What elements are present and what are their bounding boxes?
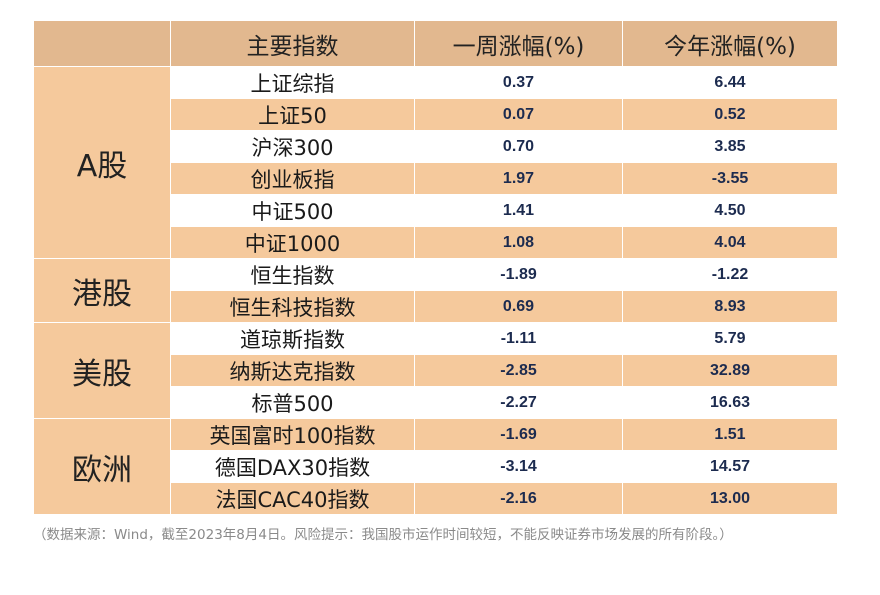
weekly-change-cell: 0.70 <box>414 130 623 163</box>
index-name-cell: 纳斯达克指数 <box>170 354 415 387</box>
weekly-change-cell: -1.69 <box>414 418 623 451</box>
header-row: 主要指数 一周涨幅(%) 今年涨幅(%) <box>33 20 838 67</box>
header-ytd-change: 今年涨幅(%) <box>622 20 838 67</box>
ytd-change-cell: 16.63 <box>622 386 838 419</box>
table-row: 德国DAX30指数 -3.14 14.57 <box>34 450 838 483</box>
table-row: 法国CAC40指数 -2.16 13.00 <box>34 482 838 515</box>
weekly-change-cell: -2.85 <box>414 354 623 387</box>
table-body: A股 上证综指 0.37 6.44 上证50 0.07 0.52 沪深300 0.70 3.85 创… <box>33 66 838 515</box>
index-name-cell: 恒生指数 <box>170 258 415 291</box>
weekly-change-cell: 1.41 <box>414 194 623 227</box>
footnote: （数据来源：Wind，截至2023年8月4日。风险提示：我国股市运作时间较短，不… <box>33 527 733 543</box>
weekly-change-cell: 0.69 <box>414 290 623 323</box>
index-name-cell: 德国DAX30指数 <box>170 450 415 483</box>
ytd-change-cell: 3.85 <box>622 130 838 163</box>
ytd-change-cell: 32.89 <box>622 354 838 387</box>
table-row: 欧洲 英国富时100指数 -1.69 1.51 <box>33 418 838 515</box>
table-row: 上证50 0.07 0.52 <box>34 98 838 131</box>
table-row: 创业板指 1.97 -3.55 <box>34 162 838 195</box>
header-group-cell <box>33 20 171 67</box>
table-row: 港股 恒生指数 -1.89 -1.22 <box>33 258 838 323</box>
weekly-change-cell: 1.97 <box>414 162 623 195</box>
table-row: 中证1000 1.08 4.04 <box>34 226 838 259</box>
header-weekly-change: 一周涨幅(%) <box>414 20 623 67</box>
weekly-change-cell: -1.11 <box>414 322 623 355</box>
index-name-cell: 法国CAC40指数 <box>170 482 415 515</box>
market-group-label: 美股 <box>33 322 171 419</box>
ytd-change-cell: 4.04 <box>622 226 838 259</box>
table-row: 沪深300 0.70 3.85 <box>34 130 838 163</box>
weekly-change-cell: -3.14 <box>414 450 623 483</box>
weekly-change-cell: 0.07 <box>414 98 623 131</box>
index-name-cell: 沪深300 <box>170 130 415 163</box>
ytd-change-cell: 1.51 <box>622 418 838 451</box>
weekly-change-cell: -2.27 <box>414 386 623 419</box>
index-name-cell: 恒生科技指数 <box>170 290 415 323</box>
index-name-cell: 标普500 <box>170 386 415 419</box>
index-name-cell: 上证综指 <box>170 66 415 99</box>
market-group-label: A股 <box>33 66 171 259</box>
ytd-change-cell: 0.52 <box>622 98 838 131</box>
table-row: 标普500 -2.27 16.63 <box>34 386 838 419</box>
ytd-change-cell: -3.55 <box>622 162 838 195</box>
weekly-change-cell: -1.89 <box>414 258 623 291</box>
index-name-cell: 英国富时100指数 <box>170 418 415 451</box>
table-row: 中证500 1.41 4.50 <box>34 194 838 227</box>
index-name-cell: 创业板指 <box>170 162 415 195</box>
weekly-change-cell: -2.16 <box>414 482 623 515</box>
table-row: A股 上证综指 0.37 6.44 <box>33 66 838 259</box>
market-group-label: 欧洲 <box>33 418 171 515</box>
index-name-cell: 中证1000 <box>170 226 415 259</box>
table-row: 美股 道琼斯指数 -1.11 5.79 <box>33 322 838 419</box>
index-performance-table: 主要指数 一周涨幅(%) 今年涨幅(%) A股 上证综指 0.37 6.44 上证50 0… <box>33 20 838 515</box>
ytd-change-cell: 8.93 <box>622 290 838 323</box>
header-index-name: 主要指数 <box>170 20 415 67</box>
ytd-change-cell: 4.50 <box>622 194 838 227</box>
table-row: 恒生科技指数 0.69 8.93 <box>34 290 838 323</box>
ytd-change-cell: -1.22 <box>622 258 838 291</box>
table-row: 纳斯达克指数 -2.85 32.89 <box>34 354 838 387</box>
index-name-cell: 上证50 <box>170 98 415 131</box>
weekly-change-cell: 1.08 <box>414 226 623 259</box>
ytd-change-cell: 14.57 <box>622 450 838 483</box>
index-name-cell: 道琼斯指数 <box>170 322 415 355</box>
ytd-change-cell: 5.79 <box>622 322 838 355</box>
index-name-cell: 中证500 <box>170 194 415 227</box>
ytd-change-cell: 13.00 <box>622 482 838 515</box>
market-group-label: 港股 <box>33 258 171 323</box>
weekly-change-cell: 0.37 <box>414 66 623 99</box>
ytd-change-cell: 6.44 <box>622 66 838 99</box>
